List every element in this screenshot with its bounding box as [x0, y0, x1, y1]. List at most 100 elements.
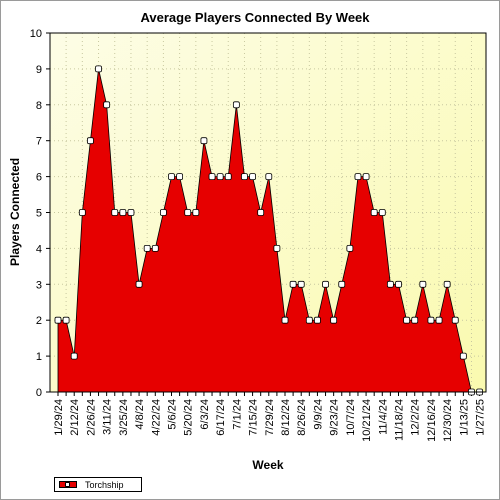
data-point	[346, 244, 354, 252]
data-point	[127, 209, 135, 216]
x-tick-label: 8/12/24	[280, 399, 292, 436]
y-axis-ticks: 0 1 2 3 4 5 6 7 8 9 10	[30, 28, 50, 399]
data-point	[273, 244, 281, 252]
data-point	[70, 352, 78, 360]
x-axis-ticks: 1/29/24 2/12/24 2/26/24 3/11/24 3/25/24 4/8/2…	[53, 392, 487, 442]
data-point	[314, 316, 321, 324]
data-point	[370, 209, 378, 216]
x-axis-label: Week	[252, 458, 283, 472]
x-tick-label: 6/3/24	[199, 399, 211, 430]
data-point	[241, 173, 248, 181]
data-point	[168, 173, 175, 181]
x-tick-label: 7/1/24	[231, 399, 243, 430]
x-tick-label: 1/29/24	[53, 399, 65, 436]
x-tick-label: 3/11/24	[102, 399, 114, 435]
legend-swatch	[59, 481, 77, 488]
chart-title: Average Players Connected By Week	[140, 10, 370, 25]
data-point	[378, 209, 386, 216]
data-point	[435, 316, 443, 324]
data-point	[443, 280, 451, 288]
data-point	[200, 137, 208, 145]
x-tick-label: 9/9/24	[312, 399, 324, 430]
data-point	[257, 209, 265, 216]
x-tick-label: 4/8/24	[134, 399, 146, 430]
data-point	[362, 173, 370, 181]
data-point	[208, 173, 216, 181]
legend: Torchship	[54, 477, 142, 492]
y-tick-label: 3	[36, 279, 42, 291]
x-tick-label: 12/30/24	[442, 399, 454, 442]
x-tick-label: 1/27/25	[475, 399, 487, 436]
x-tick-label: 5/20/24	[183, 399, 195, 436]
data-point	[330, 316, 338, 324]
x-tick-label: 11/18/24	[394, 399, 406, 441]
data-point	[419, 280, 427, 288]
data-point	[354, 173, 362, 181]
data-point	[281, 316, 289, 324]
data-point	[87, 137, 94, 145]
x-tick-label: 9/23/24	[329, 399, 341, 436]
y-tick-label: 1	[36, 351, 42, 363]
y-tick-label: 2	[36, 315, 42, 327]
data-point	[159, 209, 167, 216]
data-point	[184, 209, 192, 216]
data-point	[119, 209, 127, 216]
x-tick-label: 10/7/24	[345, 399, 357, 436]
data-point	[305, 316, 313, 324]
data-point	[54, 316, 62, 324]
data-point	[403, 316, 411, 324]
series-markers	[54, 65, 483, 396]
data-point	[103, 101, 111, 109]
data-point	[322, 280, 329, 288]
x-tick-label: 1/13/25	[458, 399, 470, 436]
data-point	[95, 65, 102, 73]
data-point	[151, 244, 159, 252]
data-point	[249, 173, 256, 181]
data-point	[265, 173, 273, 181]
x-tick-label: 2/12/24	[69, 399, 81, 436]
x-tick-label: 8/26/24	[296, 399, 308, 436]
data-point	[451, 316, 459, 324]
x-tick-label: 2/26/24	[85, 399, 97, 436]
x-tick-label: 5/6/24	[167, 399, 179, 430]
plot-border	[49, 32, 487, 393]
data-point	[427, 316, 435, 324]
y-tick-label: 6	[36, 172, 42, 184]
data-point	[395, 280, 402, 288]
data-point	[386, 280, 394, 288]
data-point	[135, 280, 143, 288]
data-point	[411, 316, 419, 324]
y-tick-label: 10	[30, 28, 42, 40]
x-tick-label: 7/29/24	[264, 399, 276, 436]
data-point	[176, 173, 184, 181]
legend-label-torchship: Torchship	[85, 479, 124, 490]
y-tick-label: 8	[36, 100, 42, 112]
y-axis-label: Players Connected	[8, 158, 22, 266]
data-point	[62, 316, 70, 324]
x-tick-label: 7/15/24	[248, 399, 260, 436]
data-point	[78, 209, 86, 216]
data-point	[216, 173, 224, 181]
x-tick-label: 10/21/24	[361, 399, 373, 442]
x-tick-label: 12/16/24	[426, 399, 438, 442]
data-point	[459, 352, 467, 360]
data-point	[289, 280, 297, 288]
y-tick-label: 7	[36, 136, 42, 148]
y-tick-label: 4	[36, 243, 42, 255]
y-tick-label: 9	[36, 64, 42, 76]
x-tick-label: 3/25/24	[118, 399, 130, 436]
data-point	[111, 209, 119, 216]
x-tick-label: 4/22/24	[150, 399, 162, 436]
x-tick-label: 6/17/24	[215, 399, 227, 436]
data-point	[338, 280, 346, 288]
data-point	[192, 209, 200, 216]
data-point	[297, 280, 305, 288]
data-point	[232, 101, 240, 109]
x-tick-label: 11/4/24	[377, 399, 389, 435]
data-point	[224, 173, 232, 181]
data-point	[143, 244, 151, 252]
x-tick-label: 12/2/24	[410, 399, 422, 436]
y-tick-label: 5	[36, 208, 42, 220]
y-tick-label: 0	[36, 387, 42, 399]
